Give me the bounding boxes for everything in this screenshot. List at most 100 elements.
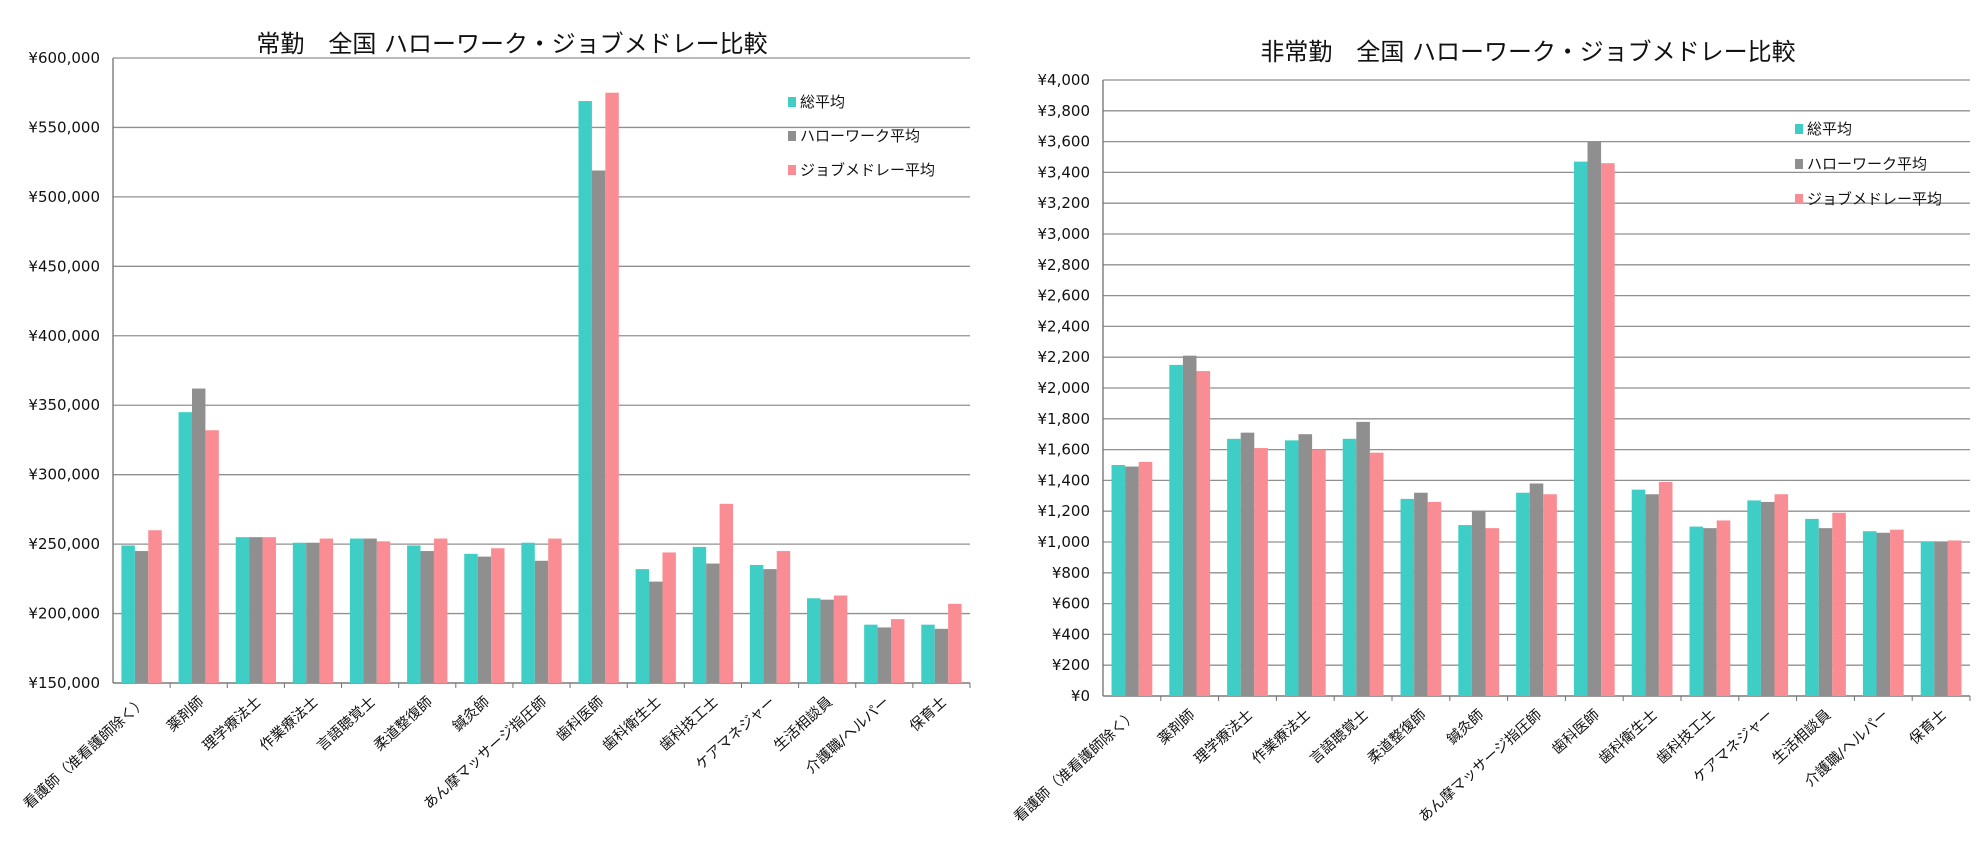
y-tick-label: ¥800: [1052, 564, 1090, 582]
bar-ft-2-12: [833, 595, 848, 683]
bar-pt-1-1: [1182, 355, 1197, 696]
y-tick-label: ¥1,000: [1038, 533, 1091, 551]
bar-ft-1-14: [934, 628, 949, 683]
y-tick-label: ¥600: [1052, 595, 1090, 613]
bar-pt-2-9: [1658, 481, 1673, 696]
legend-label: ハローワーク平均: [1807, 155, 1927, 173]
bar-pt-0-11: [1747, 500, 1761, 696]
bar-ft-0-1: [178, 412, 192, 683]
bar-pt-1-13: [1876, 532, 1891, 696]
bar-pt-2-1: [1196, 371, 1211, 696]
y-tick-label: ¥550,000: [28, 118, 100, 136]
bar-pt-2-5: [1427, 501, 1442, 696]
bar-pt-2-2: [1254, 448, 1268, 696]
x-category-label: 理学療法士: [1191, 706, 1256, 767]
bar-ft-1-11: [763, 569, 777, 683]
x-category-label: 保育士: [906, 693, 950, 735]
chart-title: 非常勤 全国 ハローワーク・ジョブメドレー比較: [1260, 38, 1795, 66]
legend-label: ジョブメドレー平均: [1807, 190, 1942, 208]
y-tick-label: ¥3,200: [1038, 194, 1091, 212]
y-tick-label: ¥3,400: [1038, 163, 1091, 181]
bar-pt-2-7: [1543, 494, 1557, 696]
bar-ft-2-13: [891, 619, 905, 683]
bar-ft-1-3: [306, 542, 320, 683]
bar-ft-2-3: [319, 538, 334, 683]
x-category-label: 歯科衛生士: [599, 693, 664, 754]
bar-ft-0-0: [121, 545, 135, 683]
y-tick-label: ¥2,200: [1038, 348, 1091, 366]
legend-swatch: [788, 97, 796, 107]
bar-pt-2-12: [1832, 512, 1846, 696]
x-category-label: 看護師（准看護師除く）: [1011, 706, 1141, 825]
x-category-label: 柔道整復師: [371, 693, 436, 754]
chart-part-time-panel: 非常勤 全国 ハローワーク・ジョブメドレー比較 ¥0 ¥200 ¥400 ¥600 ¥80…: [990, 0, 1982, 868]
y-tick-label: ¥1,400: [1038, 471, 1091, 489]
bar-pt-0-7: [1516, 492, 1530, 696]
bar-ft-0-3: [292, 542, 307, 683]
y-tick-label: ¥450,000: [28, 257, 100, 275]
y-tick-label: ¥3,800: [1038, 102, 1091, 120]
bar-pt-1-6: [1471, 511, 1486, 696]
bar-pt-2-14: [1947, 540, 1962, 696]
bar-ft-1-13: [877, 627, 892, 683]
y-tick-label: ¥2,600: [1038, 287, 1091, 305]
bar-pt-0-14: [1920, 542, 1935, 696]
y-tick-label: ¥3,000: [1038, 225, 1091, 243]
x-category-label: 保育士: [1906, 706, 1950, 748]
bar-ft-0-14: [921, 624, 935, 683]
bar-ft-0-5: [407, 545, 421, 683]
bar-ft-2-4: [376, 541, 391, 683]
bar-ft-2-8: [605, 92, 619, 683]
legend-swatch: [1795, 159, 1803, 169]
x-category-label: 看護師（准看護師除く）: [20, 693, 150, 812]
bar-ft-1-9: [649, 581, 663, 683]
bar-pt-1-0: [1125, 466, 1139, 696]
legend-label: 総平均: [800, 93, 845, 111]
bar-ft-0-4: [349, 538, 364, 683]
bar-pt-1-5: [1414, 492, 1428, 696]
chart-title: 常勤 全国 ハローワーク・ジョブメドレー比較: [256, 30, 767, 58]
bar-pt-0-12: [1805, 518, 1819, 696]
y-tick-label: ¥300,000: [28, 466, 100, 484]
legend-swatch: [788, 131, 796, 141]
bar-pt-0-13: [1862, 531, 1877, 696]
bar-pt-0-2: [1227, 438, 1241, 696]
y-tick-label: ¥400: [1052, 625, 1090, 643]
bar-pt-0-10: [1689, 526, 1704, 696]
bar-pt-1-7: [1529, 483, 1544, 696]
y-tick-label: ¥0: [1071, 687, 1090, 705]
bar-ft-0-11: [749, 564, 764, 683]
y-tick-label: ¥2,000: [1038, 379, 1091, 397]
bar-ft-0-12: [807, 598, 821, 683]
bar-pt-2-10: [1716, 520, 1731, 696]
bar-ft-2-7: [548, 538, 562, 683]
x-category-label: 作業療法士: [256, 693, 321, 754]
bar-pt-0-1: [1169, 364, 1183, 696]
bar-ft-1-7: [534, 560, 549, 683]
bar-pt-2-6: [1485, 528, 1500, 696]
bar-ft-0-2: [235, 537, 250, 683]
x-category-label: 薬剤師: [1155, 706, 1199, 748]
x-category-label: 理学療法士: [199, 693, 264, 754]
bar-ft-1-12: [820, 599, 834, 683]
bar-ft-1-6: [477, 556, 492, 683]
legend-swatch: [1795, 124, 1803, 134]
bar-ft-1-4: [363, 538, 377, 683]
bar-ft-2-9: [662, 552, 676, 683]
x-category-label: 歯科医師: [1548, 706, 1602, 757]
chart-full-time-panel: 常勤 全国 ハローワーク・ジョブメドレー比較 ¥150,000 ¥200,000 ¥2…: [0, 0, 990, 868]
bar-ft-1-1: [191, 388, 206, 683]
bar-ft-2-5: [433, 538, 448, 683]
x-category-label: 柔道整復師: [1364, 706, 1429, 767]
bar-pt-1-8: [1587, 141, 1602, 697]
bar-ft-1-0: [134, 551, 149, 683]
y-tick-label: ¥400,000: [28, 327, 100, 345]
y-tick-label: ¥1,800: [1038, 410, 1091, 428]
bar-pt-2-0: [1138, 461, 1153, 696]
y-tick-label: ¥200: [1052, 656, 1090, 674]
bar-pt-2-8: [1601, 163, 1615, 696]
y-tick-label: ¥1,600: [1038, 441, 1091, 459]
bar-pt-1-12: [1818, 528, 1833, 696]
bar-ft-0-7: [521, 542, 535, 683]
x-category-label: 薬剤師: [164, 693, 208, 735]
